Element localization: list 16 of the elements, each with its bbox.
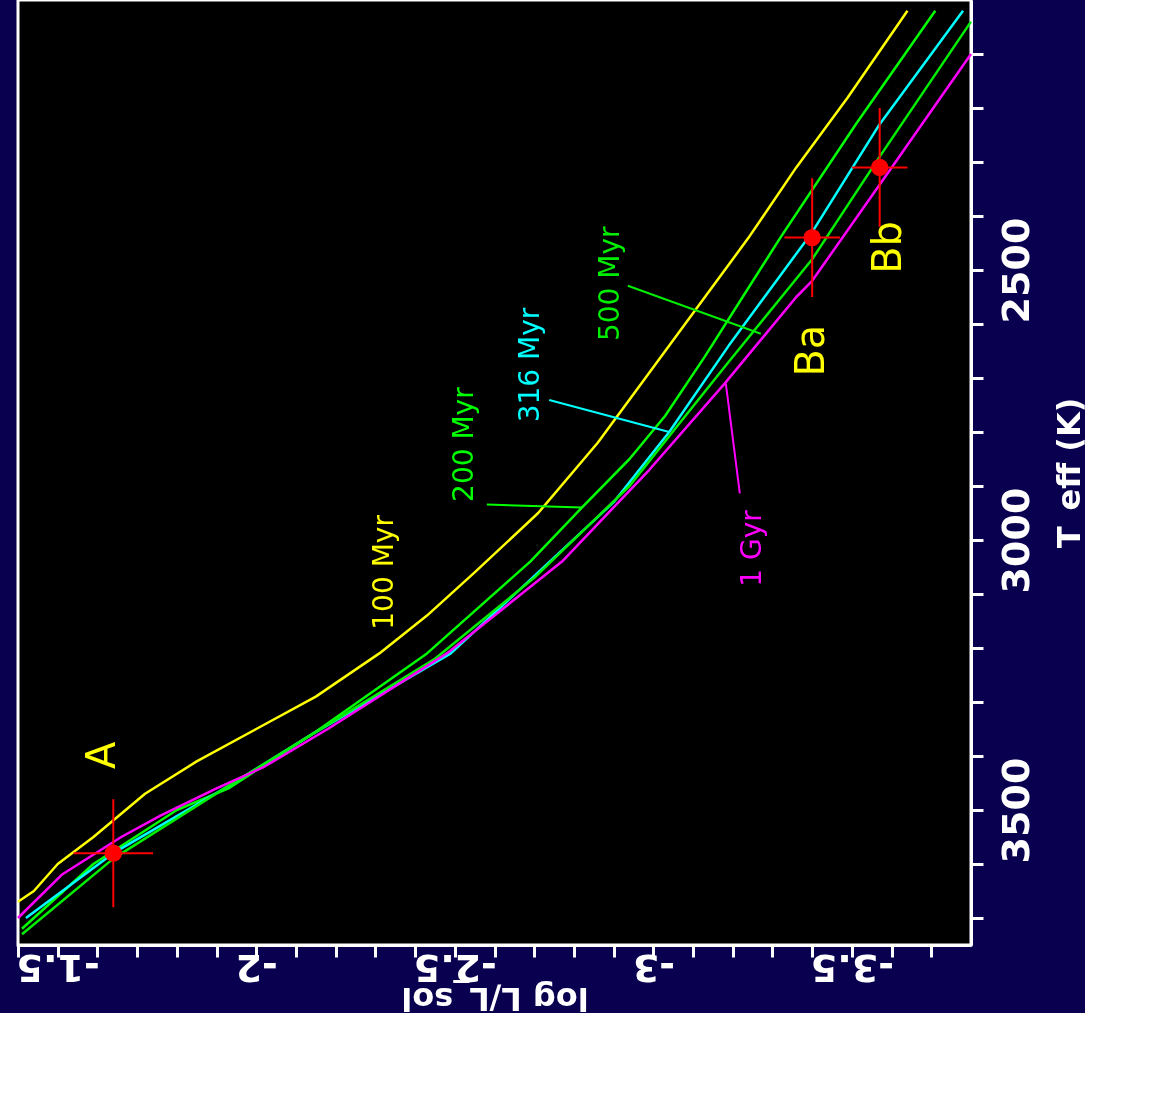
annotation: Bb (863, 220, 910, 274)
x-tick-label: -3 (632, 945, 675, 990)
text: 100 Myr (366, 514, 400, 630)
text: 200 Myr (446, 386, 480, 502)
annotation: A (78, 740, 125, 769)
x-tick-label: -2 (235, 945, 278, 990)
annotation: Ba (787, 324, 834, 377)
text: 316 Myr (513, 307, 547, 423)
x-tick-label: -1.5 (16, 945, 100, 990)
y-tick-label: 3500 (993, 757, 1038, 864)
y-tick-label: 3000 (993, 487, 1038, 594)
text: 1 Gyr (734, 509, 768, 587)
text: 500 Myr (592, 226, 626, 342)
x-tick-label: -3.5 (810, 945, 894, 990)
y-tick-label: 2500 (993, 217, 1038, 324)
y-axis-title: T_eff (K) (1049, 397, 1088, 549)
